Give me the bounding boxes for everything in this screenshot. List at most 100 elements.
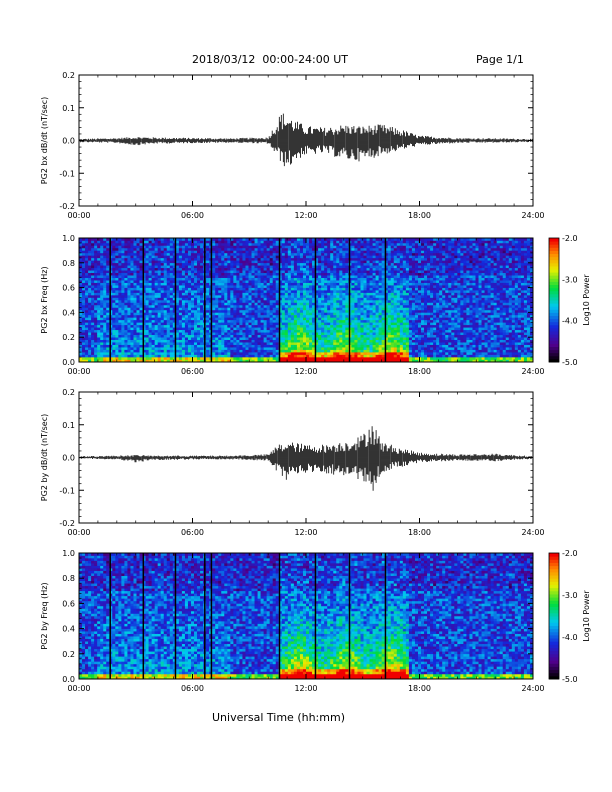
spectrogram-cell [130,344,134,348]
spectrogram-cell [315,292,319,296]
spectrogram-cell [345,238,349,241]
spectrogram-cell [106,322,110,326]
spectrogram-cell [236,354,240,358]
spectrogram-cell [218,354,222,358]
spectrogram-cell [212,245,216,249]
spectrogram-cell [100,359,104,363]
spectrogram-cell [169,354,174,358]
spectrogram-cell [88,332,92,336]
spectrogram-cell [175,352,180,355]
spectrogram-cell [287,280,292,283]
spectrogram-cell [330,265,334,269]
spectrogram-cell [251,252,255,256]
spectrogram-cell [175,272,180,276]
spectrogram-cell [339,334,343,338]
spectrogram-cell [324,307,328,311]
spectrogram-cell [290,238,295,241]
spectrogram-cell [97,339,101,343]
spectrogram-cell [215,255,219,259]
spectrogram-cell [242,275,246,278]
spectrogram-cell [263,332,267,336]
spectrogram-cell [175,260,180,264]
spectrogram-cell [245,297,249,301]
spectrogram-cell [88,357,92,360]
spectrogram-cell [218,262,222,266]
spectrogram-cell [296,357,301,360]
spectrogram-cell [133,277,137,281]
spectrogram-cell [293,309,298,313]
spectrogram-cell [290,317,295,321]
spectrogram-cell [169,272,174,276]
spectrogram-cell [218,245,222,249]
spectrogram-cell [94,322,98,326]
spectrogram-cell [318,280,322,283]
spectrogram-cell [227,270,231,274]
spectrogram-cell [336,262,340,266]
spectrogram-cell [169,285,174,288]
spectrogram-cell [148,287,152,291]
spectrogram-cell [133,255,137,259]
spectrogram-cell [278,329,283,333]
spectrogram-cell [254,322,258,326]
spectrogram-cell [194,307,198,311]
spectrogram-cell [306,275,310,278]
spectrogram-cell [227,277,231,281]
spectrogram-cell [363,262,367,266]
spectrogram-cell [115,260,119,264]
spectrogram-cell [251,349,255,353]
spectrogram-cell [148,349,152,353]
spectrogram-cell [85,255,89,259]
spectrogram-cell [160,304,165,308]
spectrogram-cell [121,327,125,331]
spectrogram-cell [218,265,222,269]
spectrogram-cell [242,332,246,336]
spectrogram-cell [257,319,261,323]
spectrogram-cell [284,302,289,306]
spectrogram-cell [200,287,204,291]
spectrogram-cell [172,270,177,274]
spectrogram-cell [157,290,162,293]
spectrogram-cell [91,277,95,281]
spectrogram-cell [224,280,228,283]
spectrogram-cell [345,295,349,298]
spectrogram-cell [130,267,134,271]
spectrogram-cell [79,247,83,251]
spectrogram-cell [257,332,261,336]
spectrogram-cell [218,275,222,278]
spectrogram-cell [299,252,304,256]
spectrogram-cell [266,260,270,264]
spectrogram-cell [221,317,225,321]
spectrogram-cell [103,324,107,328]
spectrogram-cell [266,342,270,345]
spectrogram-cell [266,282,270,286]
spectrogram-cell [342,349,346,353]
spectrogram-cell [284,332,289,336]
spectrogram-cell [324,312,328,316]
spectrogram-cell [324,262,328,266]
spectrogram-cell [221,297,225,301]
spectrogram-cell [106,352,110,355]
spectrogram-cell [124,344,128,348]
spectrogram-cell [345,359,349,363]
spectrogram-cell [327,352,331,355]
spectrogram-cell [187,317,192,321]
spectrogram-cell [275,247,280,251]
spectrogram-cell [151,285,155,288]
spectrogram-cell [218,359,222,363]
spectrogram-cell [321,329,325,333]
spectrogram-cell [251,312,255,316]
spectrogram-cell [242,287,246,291]
spectrogram-cell [151,297,155,301]
spectrogram-cell [296,317,301,321]
spectrogram-cell [136,324,140,328]
spectrogram-cell [266,272,270,276]
spectrogram-cell [354,352,358,355]
spectrogram-cell [293,357,298,360]
spectrogram-cell [190,342,195,345]
spectrogram-cell [360,337,364,340]
spectrogram-cell [121,332,125,336]
spectrogram-cell [248,342,252,345]
spectrogram-cell [284,260,289,264]
spectrogram-cell [221,342,225,345]
spectrogram-cell [299,277,304,281]
